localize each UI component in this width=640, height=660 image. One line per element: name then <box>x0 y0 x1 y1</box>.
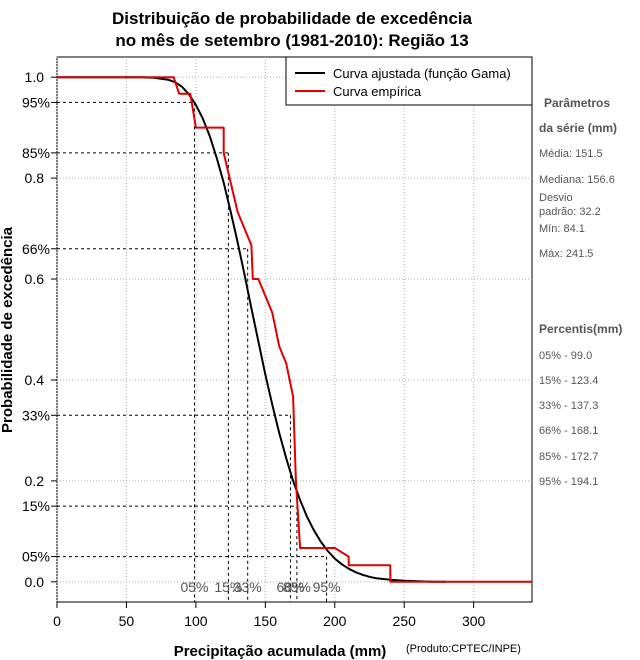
percentile-label: 85% <box>283 579 311 595</box>
x-tick-label: 200 <box>323 613 347 629</box>
percentile-label: 15% <box>214 579 242 595</box>
legend-label-fitted: Curva ajustada (função Gama) <box>333 66 511 81</box>
x-tick-label: 250 <box>393 613 417 629</box>
stat-max: Máx: 241.5 <box>539 248 593 260</box>
percentil-15: 15% - 123.4 <box>539 375 598 387</box>
percentile-label: 33% <box>234 579 262 595</box>
y-tick-label: 0.6 <box>25 271 45 287</box>
chart-title-line-2: no mês de setembro (1981-2010): Região 1… <box>115 31 468 50</box>
params-heading-1: Parâmetros <box>544 96 610 110</box>
x-tick-label: 150 <box>254 613 278 629</box>
percentile-label: 95% <box>313 579 341 595</box>
legend: Curva ajustada (função Gama) Curva empír… <box>285 56 533 106</box>
y-pct-label: 85% <box>22 145 50 161</box>
percentil-33: 33% - 137.3 <box>539 400 598 412</box>
stat-mediana: Mediana: 156.6 <box>539 174 615 186</box>
percentil-85: 85% - 172.7 <box>539 451 598 463</box>
legend-label-empirical: Curva empírica <box>333 84 422 99</box>
x-axis-label: Precipitação acumulada (mm) <box>174 643 387 660</box>
y-tick-label: 0.0 <box>25 574 45 590</box>
y-pct-label: 15% <box>22 498 50 514</box>
y-pct-label: 33% <box>22 407 50 423</box>
y-tick-label: 0.2 <box>25 473 45 489</box>
empirical-curve <box>57 76 532 583</box>
y-tick-label: 0.8 <box>25 170 45 186</box>
chart-title-line-1: Distribuição de probabilidade de excedên… <box>112 9 472 28</box>
y-pct-label: 66% <box>22 241 50 257</box>
y-pct-label: 95% <box>22 94 50 110</box>
plot-frame <box>56 56 533 603</box>
y-axis-label: Probabilidade de excedência <box>0 226 16 433</box>
percentil-95: 95% - 194.1 <box>539 476 598 488</box>
y-tick-label: 1.0 <box>25 69 45 85</box>
stats-panel: Parâmetros da série (mm) Média: 151.5 Me… <box>539 96 622 488</box>
y-pct-label: 05% <box>22 549 50 565</box>
axis-layer: 0 50 100 150 200 250 3001.00.80.60.40.20.095%8… <box>22 69 486 629</box>
params-heading-2: da série (mm) <box>539 121 617 135</box>
legend-box <box>285 56 533 106</box>
stat-desvio-2: padrão: 32.2 <box>539 206 601 218</box>
percentil-05: 05% - 99.0 <box>539 350 592 362</box>
percentile-label: 66% <box>276 579 304 595</box>
grid-layer <box>56 57 532 602</box>
x-tick-label: 300 <box>462 613 486 629</box>
y-tick-label: 0.4 <box>25 372 45 388</box>
stat-media: Média: 151.5 <box>539 148 603 160</box>
x-tick-label: 0 <box>53 613 61 629</box>
percentile-lines: 05% 15%33% 66%85% 95% <box>57 101 341 602</box>
stat-desvio-1: Desvio <box>539 192 573 204</box>
percentil-66: 66% - 168.1 <box>539 425 598 437</box>
source-note: (Produto:CPTEC/INPE) <box>406 643 521 655</box>
series-layer <box>57 76 532 583</box>
x-tick-label: 50 <box>119 613 135 629</box>
percentis-heading: Percentis(mm) <box>539 322 622 336</box>
percentile-label: 05% <box>180 579 208 595</box>
stat-min: Mín: 84.1 <box>539 223 585 235</box>
x-tick-label: 100 <box>184 613 208 629</box>
